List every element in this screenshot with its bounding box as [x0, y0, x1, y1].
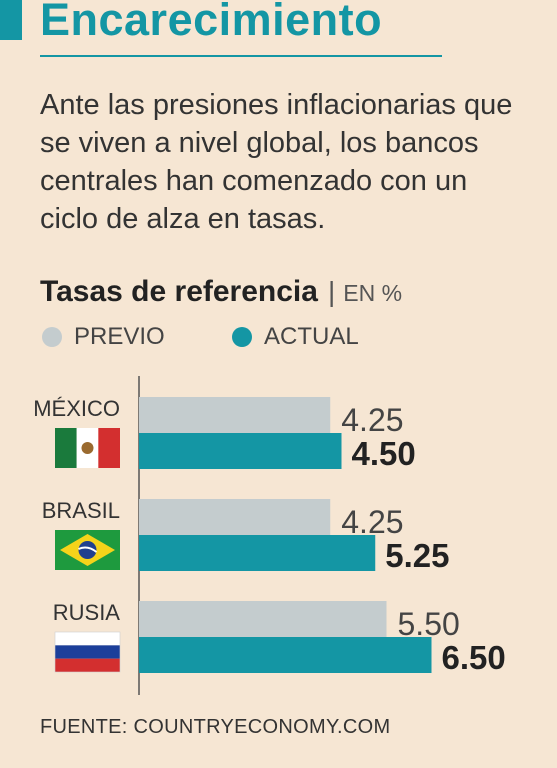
bar-previo [139, 601, 387, 637]
legend-item-actual: ACTUAL [232, 322, 359, 352]
data-label-previo: 4.25 [341, 402, 403, 438]
legend-item-previo: PREVIO [42, 322, 165, 352]
intro-text: Ante las presiones inflacionarias que se… [40, 89, 513, 235]
category-label: RUSIA [53, 600, 121, 625]
headline: Encarecimiento [40, 0, 383, 45]
legend-label-actual: ACTUAL [264, 323, 359, 350]
legend-label-previo: PREVIO [74, 323, 165, 350]
brazil-flag-icon [55, 530, 120, 570]
headline-rule [40, 55, 442, 57]
bar-actual [139, 433, 342, 469]
bar-actual [139, 637, 432, 673]
chart-unit: EN % [343, 280, 403, 306]
data-label-previo: 4.25 [341, 504, 403, 540]
russia-flag-icon [54, 631, 121, 673]
data-label-previo: 5.50 [398, 606, 460, 642]
legend-dot-previo [42, 327, 62, 347]
bar-actual [139, 535, 376, 571]
chart-title: Tasas de referencia [40, 275, 318, 308]
data-label-actual: 4.50 [352, 435, 416, 472]
mexico-flag-icon [55, 428, 120, 468]
data-label-actual: 5.25 [385, 537, 449, 574]
legend-dot-actual [232, 327, 252, 347]
bar-previo [139, 397, 331, 433]
chart-title-row: Tasas de referencia | EN % [40, 275, 402, 309]
bar-previo [139, 499, 331, 535]
source-note: FUENTE: COUNTRYECONOMY.COM [40, 716, 391, 738]
accent-bar [0, 0, 22, 40]
data-label-actual: 6.50 [442, 639, 506, 676]
category-label: BRASIL [42, 498, 120, 523]
title-separator: | [327, 276, 336, 307]
category-label: MÉXICO [33, 396, 120, 421]
